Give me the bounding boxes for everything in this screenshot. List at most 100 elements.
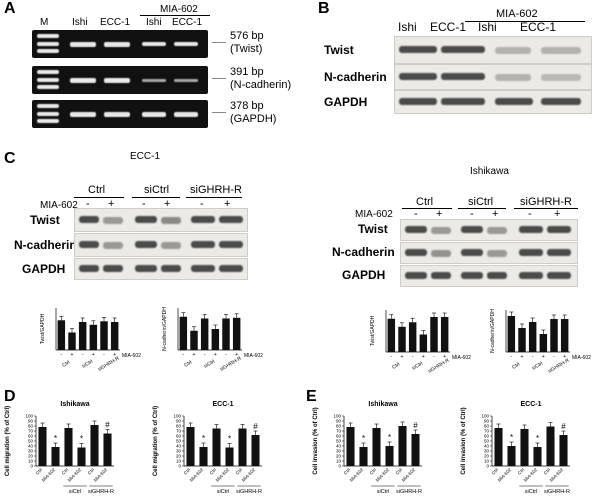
c-left-group-ctrl: Ctrl (88, 184, 106, 196)
bar (559, 435, 568, 466)
category-label: MIA-602 (241, 467, 257, 483)
c-right-title: Ishikawa (470, 166, 509, 177)
panel-label-a: A (4, 0, 16, 17)
y-tick-label: 30 (28, 449, 34, 454)
y-tick-label: 80 (336, 424, 342, 429)
group-label: siGHRH-R (547, 357, 571, 374)
gel-gapdh (32, 100, 208, 128)
treatment-label-a: MIA-602 (160, 4, 198, 15)
group-label: siCtrl (81, 359, 94, 370)
bar (550, 319, 558, 352)
legend-label: MIA-602 (572, 355, 591, 361)
y-tick-label: 80 (484, 424, 490, 429)
treatment-label-b: MIA-602 (496, 8, 538, 20)
bar (440, 317, 449, 352)
group-label: Ctrl (61, 360, 71, 369)
group-label: Ctrl (511, 362, 521, 371)
y-tick-label: 100 (481, 414, 489, 419)
group-label: siGHRH-R (88, 489, 114, 495)
chart-title: Ishikawa (368, 401, 397, 408)
bar (560, 319, 569, 352)
group-label: siGHRH-R (236, 489, 262, 495)
group-label: siCtrl (377, 489, 390, 495)
y-tick-label: 100 (173, 414, 181, 419)
bar (211, 329, 220, 350)
y-tick-label: 30 (336, 449, 342, 454)
sign-label: + (235, 352, 238, 358)
legend-label: MIA-602 (122, 353, 141, 359)
panel-label-e: E (306, 388, 317, 405)
bar (103, 433, 112, 466)
sign-label: - (204, 352, 206, 358)
bar (38, 427, 47, 466)
significance-mark: # (413, 421, 418, 430)
sign-label: - (510, 354, 512, 360)
blot-b-twist (394, 36, 592, 64)
sign-label: - (433, 354, 435, 360)
bar (78, 322, 87, 350)
bar (238, 428, 247, 466)
category-label: MIA-602 (41, 467, 57, 483)
bar (90, 425, 99, 466)
chart-c-ecc1-twist: Twist/GAPDH- + - + - +Ctrl siCtrl siGHRH-R MIA-6… (40, 308, 141, 373)
significance-mark: * (80, 435, 83, 444)
y-tick-label: 70 (176, 429, 182, 434)
y-tick-label: 50 (176, 439, 182, 444)
chart-title: ECC-1 (212, 401, 233, 408)
group-label: siCtrl (217, 489, 230, 495)
category-label: Ctrl (61, 467, 69, 475)
chart-e-ecc1: ECC-1 Cell invasion (% of Ctrl) 0102030405… (461, 401, 570, 495)
bar (408, 322, 417, 352)
lane-b-ishi: Ishi (398, 20, 417, 34)
y-tick-label: 20 (28, 454, 34, 459)
category-label: Ctrl (87, 467, 95, 475)
bar (518, 328, 526, 352)
bar (179, 316, 188, 350)
significance-mark: * (202, 434, 205, 443)
chart-title: ECC-1 (520, 401, 541, 408)
y-tick-label: 10 (484, 459, 490, 464)
significance-mark: * (536, 434, 539, 443)
group-label: Ctrl (183, 360, 193, 369)
group-label: siCtrl (525, 489, 538, 495)
sign-label: - (82, 352, 84, 358)
c-left-title: ECC-1 (130, 151, 161, 162)
panel-label-d: D (4, 388, 16, 405)
lane-b-ecc1: ECC-1 (430, 20, 467, 34)
y-tick-label: 0 (178, 464, 181, 469)
y-tick-label: 60 (176, 434, 182, 439)
y-tick-label: 90 (484, 419, 490, 424)
bar (77, 447, 86, 466)
sign-label: - (390, 354, 392, 360)
lane-b-ecc1-mia: ECC-1 (520, 20, 557, 34)
category-label: Ctrl (491, 467, 499, 475)
y-axis-label: Cell invasion (% of Ctrl) (313, 407, 319, 474)
bar (251, 435, 260, 466)
treatment-bracket-b (465, 21, 585, 22)
bar (398, 426, 407, 466)
y-tick-label: 30 (176, 449, 182, 454)
significance-mark: # (561, 422, 566, 431)
lane-b-ishi-mia: Ishi (478, 20, 497, 34)
y-tick-label: 10 (176, 459, 182, 464)
bar (346, 427, 355, 466)
sign-label: - (225, 352, 227, 358)
c-right-group-sictrl: siCtrl (468, 196, 494, 208)
group-label: siGHRH-R (97, 355, 121, 372)
y-tick-label: 70 (484, 429, 490, 434)
sign-label: + (113, 352, 116, 358)
category-label: MIA-602 (215, 467, 231, 483)
blot-c-left-twist (74, 208, 248, 232)
category-label: Ctrl (235, 467, 243, 475)
category-label: MIA-602 (67, 467, 83, 483)
bar (89, 324, 98, 350)
bar (68, 332, 76, 350)
bar (385, 446, 394, 466)
category-label: MIA-602 (349, 467, 365, 483)
band-size-twist: 576 bp (230, 30, 264, 42)
gel-ncadherin (32, 66, 208, 94)
y-tick-label: 10 (28, 459, 34, 464)
category-label: MIA-602 (523, 467, 539, 483)
sign-label: + (193, 352, 196, 358)
